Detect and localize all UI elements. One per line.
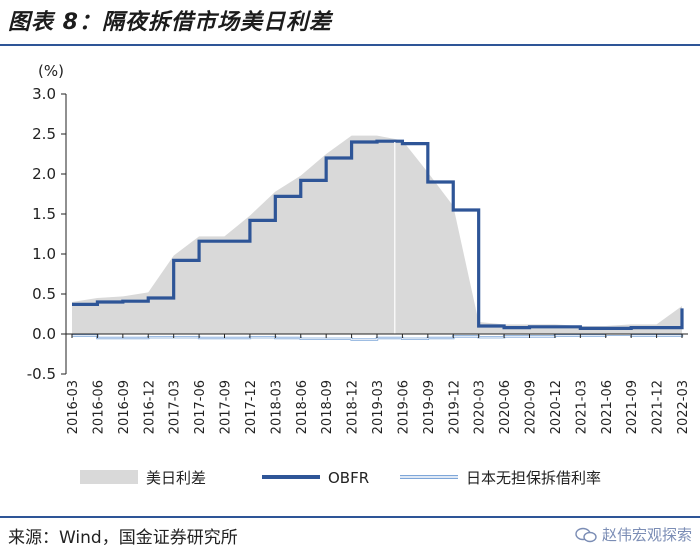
spread-chart: (%) 3.0 2.5 2.0 1.5 1.0 0.5 0.0 -0.5 2016-03 2016… bbox=[27, 62, 691, 487]
x-tick-label: 2019-03 bbox=[371, 380, 386, 434]
y-tick-label: 3.0 bbox=[32, 85, 56, 103]
source-divider bbox=[0, 516, 700, 518]
watermark: 赵伟宏观探索 bbox=[575, 524, 692, 545]
x-tick-label: 2017-06 bbox=[193, 380, 208, 434]
x-tick-label: 2016-06 bbox=[91, 380, 106, 434]
x-tick-label: 2017-12 bbox=[244, 380, 259, 434]
x-tick-label: 2020-06 bbox=[498, 380, 513, 434]
legend: 美日利差 OBFR 日本无担保拆借利率 bbox=[80, 469, 601, 487]
source-note: 来源：Wind，国金证券研究所 bbox=[8, 528, 238, 548]
x-tick-label: 2022-03 bbox=[676, 380, 691, 434]
x-tick-label: 2017-09 bbox=[219, 380, 234, 434]
series-area-spread bbox=[72, 135, 682, 334]
x-tick-label: 2021-12 bbox=[651, 380, 666, 434]
legend-label-jpy-call: 日本无担保拆借利率 bbox=[466, 469, 601, 487]
legend-swatch-spread bbox=[80, 470, 138, 484]
x-tick-label: 2018-09 bbox=[320, 380, 335, 434]
x-tick-label: 2020-03 bbox=[473, 380, 488, 434]
title-divider bbox=[0, 44, 700, 46]
x-tick-label: 2021-06 bbox=[600, 380, 615, 434]
x-tick-label: 2018-06 bbox=[295, 380, 310, 434]
x-tick-label: 2016-12 bbox=[142, 380, 157, 434]
x-tick-label: 2016-03 bbox=[66, 380, 81, 434]
y-tick-label: 1.0 bbox=[32, 245, 56, 263]
x-tick-label: 2019-06 bbox=[396, 380, 411, 434]
x-tick-label: 2019-09 bbox=[422, 380, 437, 434]
x-tick-label: 2016-09 bbox=[117, 380, 132, 434]
y-unit-label: (%) bbox=[38, 62, 64, 80]
y-tick-label: -0.5 bbox=[27, 365, 56, 383]
figure-title: 图表 8：隔夜拆借市场美日利差 bbox=[8, 10, 332, 35]
x-tick-label: 2020-12 bbox=[549, 380, 564, 434]
x-tick-label: 2019-12 bbox=[447, 380, 462, 434]
y-tick-label: 0.5 bbox=[32, 285, 56, 303]
x-tick-label: 2021-09 bbox=[625, 380, 640, 434]
y-tick-label: 0.0 bbox=[32, 325, 56, 343]
x-tick-label: 2017-03 bbox=[168, 380, 183, 434]
x-tick-label: 2018-03 bbox=[269, 380, 284, 434]
x-tick-label: 2021-03 bbox=[574, 380, 589, 434]
watermark-text: 赵伟宏观探索 bbox=[601, 526, 692, 544]
plot-layer bbox=[71, 135, 684, 341]
legend-label-obfr: OBFR bbox=[328, 469, 369, 487]
axis-layer: 3.0 2.5 2.0 1.5 1.0 0.5 0.0 -0.5 2016-03 2016-06 2… bbox=[27, 85, 691, 434]
series-line-obfr bbox=[72, 139, 684, 330]
y-tick-label: 2.5 bbox=[32, 125, 56, 143]
wechat-icon bbox=[575, 527, 597, 542]
legend-label-spread: 美日利差 bbox=[146, 469, 206, 487]
y-tick-label: 1.5 bbox=[32, 205, 56, 223]
x-tick-label: 2018-12 bbox=[346, 380, 361, 434]
y-tick-label: 2.0 bbox=[32, 165, 56, 183]
x-tick-label: 2020-09 bbox=[524, 380, 539, 434]
series-line-jpy-call-inner bbox=[72, 334, 683, 340]
